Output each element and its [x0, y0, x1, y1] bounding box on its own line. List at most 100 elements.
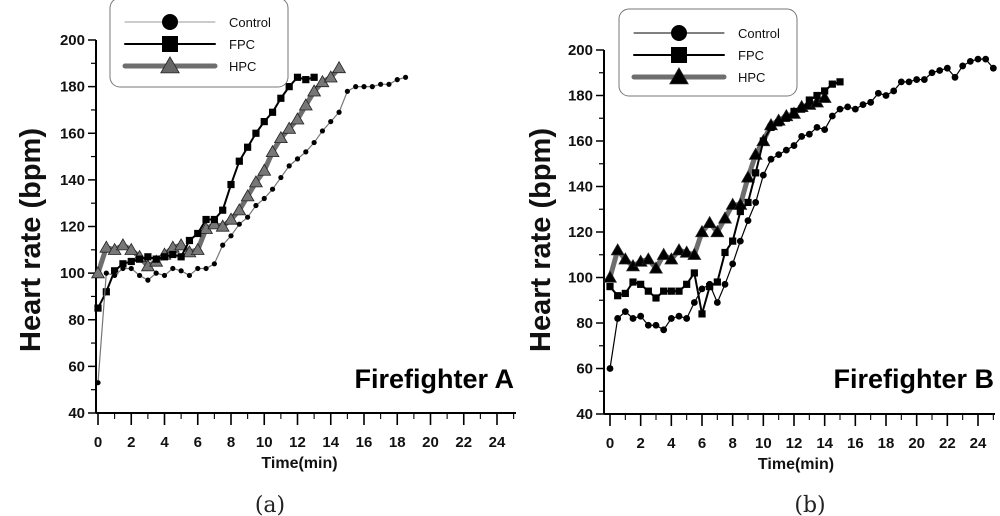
x-tick-label: 10: [256, 434, 273, 451]
data-point: [336, 109, 342, 115]
data-point: [294, 156, 301, 162]
data-point: [951, 73, 959, 81]
data-point: [278, 174, 284, 181]
x-tick-label: 18: [878, 435, 895, 452]
legend-label: Control: [738, 26, 780, 41]
data-point: [353, 84, 359, 90]
data-point: [136, 272, 143, 279]
data-point: [752, 169, 760, 177]
data-point: [202, 215, 210, 224]
legend-item: HPC: [631, 67, 765, 85]
data-point: [859, 101, 867, 108]
data-point: [103, 270, 109, 276]
data-point: [227, 180, 235, 189]
x-tick-label: 6: [698, 435, 706, 452]
data-point: [128, 265, 134, 272]
legend-label: FPC: [738, 48, 764, 63]
data-point: [614, 315, 622, 322]
data-point: [805, 96, 813, 104]
x-tick-label: 6: [194, 434, 202, 451]
data-point: [268, 108, 277, 116]
data-point: [836, 105, 844, 113]
x-tick-label: 0: [94, 434, 102, 451]
data-point: [240, 189, 255, 202]
legend-label: HPC: [738, 70, 765, 85]
legend: Control FPC HPC: [109, 0, 289, 88]
data-point: [203, 265, 209, 272]
y-tick-label: 80: [68, 312, 85, 329]
legend-marker-triangle-icon: [160, 56, 180, 74]
data-point: [144, 253, 152, 261]
legend-item: Control: [633, 25, 780, 41]
data-point: [286, 163, 292, 169]
data-point: [319, 128, 326, 134]
data-point: [652, 294, 660, 302]
x-tick-label: 8: [728, 435, 736, 452]
data-point: [127, 257, 135, 266]
y-tick-label: 200: [568, 42, 593, 59]
data-point: [959, 62, 967, 70]
data-point: [614, 292, 622, 300]
data-point: [186, 272, 193, 279]
series-fpc: [606, 78, 844, 318]
data-point: [867, 98, 875, 106]
data-point: [215, 219, 230, 232]
y-tick-label: 180: [60, 79, 85, 96]
data-point: [273, 130, 288, 144]
x-tick-label: 14: [816, 435, 833, 452]
data-point: [102, 288, 110, 296]
legend: Control FPC HPC: [618, 8, 798, 97]
panel-caption: (b): [794, 493, 825, 516]
x-tick-label: 20: [908, 435, 925, 452]
data-point: [111, 267, 119, 275]
data-point: [644, 287, 652, 295]
legend-marker-square-icon: [671, 47, 687, 63]
data-point: [257, 163, 272, 176]
data-point: [721, 280, 729, 288]
series-control: [606, 55, 997, 372]
data-point: [190, 242, 205, 255]
data-point: [161, 272, 168, 279]
data-point: [169, 250, 177, 259]
data-point: [152, 255, 160, 263]
data-point: [290, 112, 305, 125]
data-point: [386, 81, 392, 87]
data-point: [303, 149, 309, 155]
data-point: [95, 380, 101, 386]
data-point: [706, 280, 714, 288]
legend-marker-circle-icon: [671, 25, 687, 41]
data-point: [664, 252, 679, 265]
data-point: [821, 126, 829, 134]
series-line: [97, 76, 315, 309]
data-point: [269, 186, 276, 192]
y-tick-label: 120: [568, 224, 593, 241]
data-point: [323, 70, 338, 83]
data-point: [629, 315, 637, 322]
data-point: [252, 129, 260, 137]
data-point: [698, 285, 706, 293]
data-point: [767, 123, 775, 131]
data-point: [253, 202, 259, 209]
data-point: [767, 155, 775, 163]
x-tick-label: 16: [356, 434, 373, 451]
data-point: [775, 151, 783, 159]
panel-annotation: Firefighter B: [833, 364, 994, 394]
x-tick-label: 10: [755, 435, 772, 452]
data-point: [687, 247, 702, 260]
data-point: [813, 91, 821, 100]
data-point: [740, 170, 756, 183]
data-point: [798, 105, 806, 113]
data-point: [195, 265, 201, 272]
y-tick-label: 120: [60, 219, 85, 236]
data-point: [710, 224, 725, 238]
data-point: [736, 237, 744, 245]
data-point: [713, 299, 721, 306]
data-point: [245, 214, 251, 220]
data-point: [99, 240, 114, 253]
data-point: [759, 137, 767, 145]
data-point: [621, 308, 629, 316]
data-point: [369, 84, 375, 90]
data-point: [675, 312, 683, 320]
